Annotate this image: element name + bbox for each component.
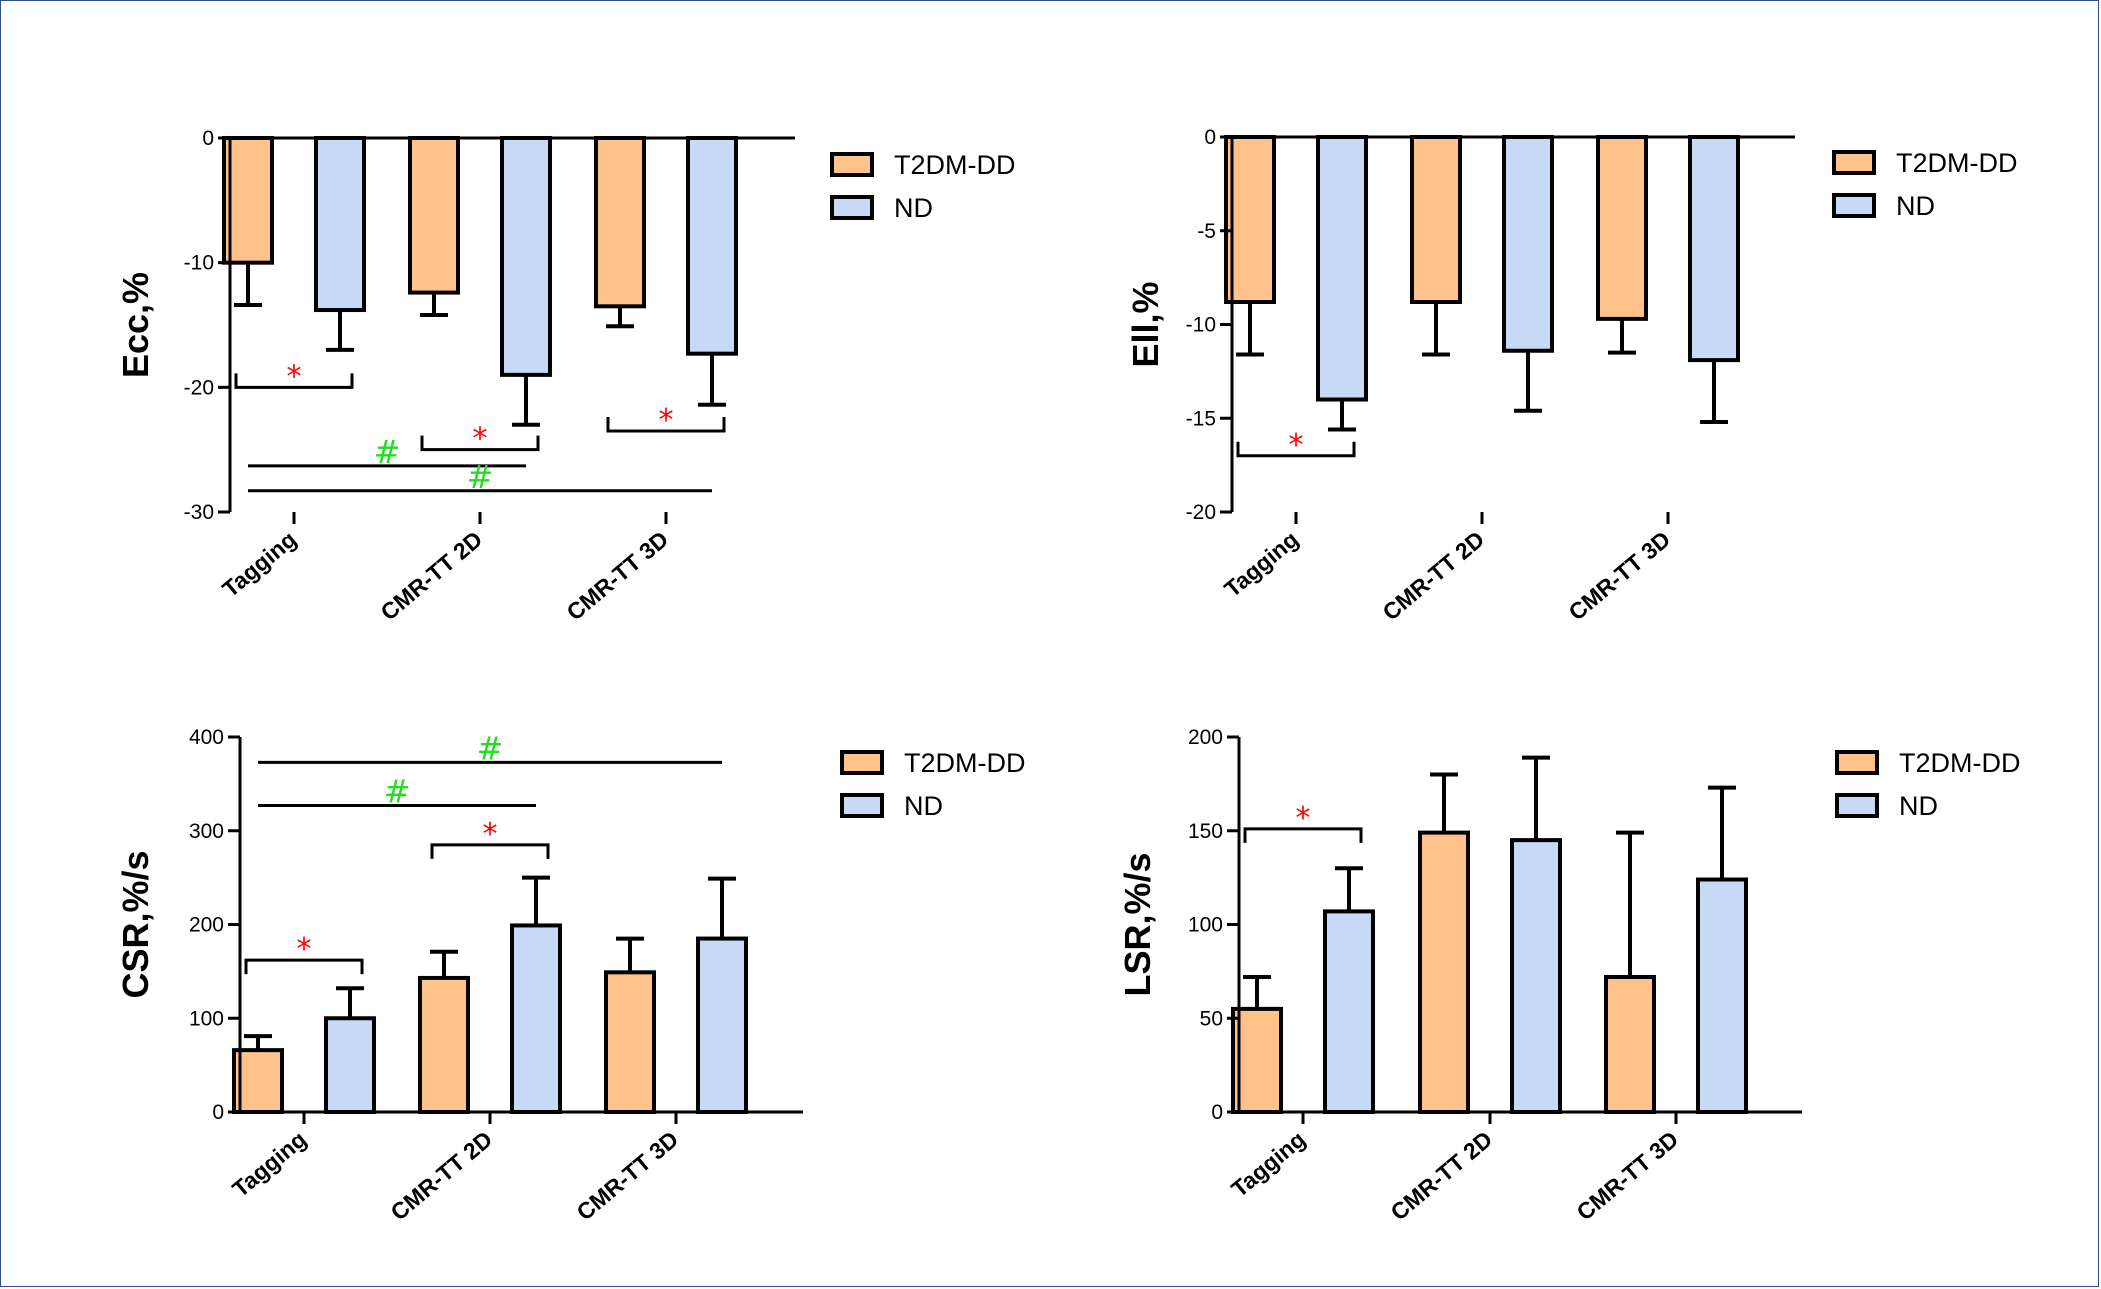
chart-panel-3: 0 100 200 300 400 Tagging CMR-TT 2D CMR-TT 3D CS… — [115, 726, 1026, 1225]
bar-t2dm-dd-cmr-tt-2d — [408, 136, 460, 295]
y-tick-label: -15 — [1186, 407, 1216, 430]
significance-bracket — [420, 435, 540, 452]
bar-t2dm-dd-cmr-tt-2d — [1410, 135, 1462, 304]
x-category-label: CMR-TT 3D — [572, 1126, 684, 1226]
significance-star: * — [483, 817, 498, 852]
y-tick-label: -10 — [184, 252, 214, 275]
significance-bracket — [1236, 441, 1356, 458]
bar-nd-cmr-tt-2d — [500, 136, 552, 377]
y-tick-label: 200 — [189, 914, 224, 937]
bar-t2dm-dd-cmr-tt-3d — [594, 136, 646, 309]
bar-t2dm-dd-cmr-tt-2d — [1418, 830, 1470, 1114]
x-category-label: CMR-TT 2D — [386, 1126, 498, 1226]
y-tick-label: 400 — [189, 726, 224, 749]
significance-hash: # — [384, 772, 411, 810]
significance-star: * — [287, 359, 302, 394]
legend-label-t2dm-dd: T2DM-DD — [1896, 148, 2018, 178]
y-tick-label: 150 — [1188, 820, 1223, 843]
y-tick-label: 0 — [212, 1101, 224, 1124]
y-tick-label: 100 — [189, 1007, 224, 1030]
bar-nd-cmr-tt-3d — [696, 936, 748, 1114]
x-category-label: CMR-TT 2D — [376, 526, 488, 626]
significance-star: * — [297, 932, 312, 967]
y-tick-label: -30 — [184, 501, 214, 524]
y-axis-title: LSR,%/s — [1117, 852, 1158, 996]
legend-swatch-nd — [1835, 793, 1879, 818]
x-category-label: CMR-TT 2D — [1378, 526, 1490, 626]
y-tick-label: 100 — [1188, 914, 1223, 937]
y-axis-title: Ell,% — [1125, 281, 1166, 367]
bar-nd-cmr-tt-3d — [1688, 135, 1740, 363]
y-tick-label: -20 — [184, 376, 214, 399]
significance-bracket — [606, 416, 726, 433]
bar-t2dm-dd-cmr-tt-2d — [418, 975, 470, 1114]
y-tick-label: 0 — [1211, 1101, 1223, 1124]
legend-swatch-t2dm-dd — [840, 750, 884, 775]
y-tick-label: 200 — [1188, 726, 1223, 749]
bar-nd-tagging — [1316, 135, 1368, 402]
significance-hash: # — [477, 729, 504, 767]
significance-bracket — [1243, 827, 1363, 843]
legend-swatch-t2dm-dd — [1835, 750, 1879, 775]
bar-nd-cmr-tt-3d — [686, 136, 738, 356]
legend-label-t2dm-dd: T2DM-DD — [904, 748, 1026, 778]
significance-bracket — [244, 958, 364, 975]
y-axis-title: Ecc,% — [115, 272, 156, 378]
bar-nd-cmr-tt-2d — [1510, 838, 1562, 1114]
legend-label-t2dm-dd: T2DM-DD — [1899, 748, 2021, 778]
legend-swatch-t2dm-dd — [830, 152, 874, 177]
x-category-label: CMR-TT 3D — [1564, 526, 1676, 626]
significance-hash: # — [467, 458, 494, 496]
bar-nd-cmr-tt-2d — [1502, 135, 1554, 353]
significance-bracket — [430, 843, 550, 859]
bar-nd-cmr-tt-3d — [1696, 877, 1748, 1114]
x-category-label: Tagging — [217, 526, 301, 602]
legend-label-nd: ND — [1899, 791, 1938, 821]
chart-panel-4: 0 50 100 150 200 Tagging CMR-TT 2D CMR-TT 3D LSR… — [1117, 726, 2021, 1225]
y-tick-label: 0 — [1204, 126, 1216, 149]
legend-label-nd: ND — [894, 193, 933, 223]
legend-label-nd: ND — [904, 791, 943, 821]
y-tick-label: 0 — [202, 127, 214, 150]
significance-star: * — [1296, 801, 1311, 836]
x-category-label: CMR-TT 2D — [1386, 1126, 1498, 1226]
bar-nd-tagging — [324, 1016, 376, 1114]
significance-star: * — [1289, 428, 1304, 463]
legend-swatch-nd — [840, 793, 884, 818]
bar-t2dm-dd-cmr-tt-3d — [1604, 975, 1656, 1114]
x-category-label: CMR-TT 3D — [1572, 1126, 1684, 1226]
x-category-label: Tagging — [1219, 526, 1303, 602]
significance-star: * — [473, 422, 488, 457]
y-axis-title: CSR,%/s — [115, 850, 156, 998]
y-tick-label: -5 — [1197, 220, 1216, 243]
legend-swatch-t2dm-dd — [1832, 150, 1876, 175]
legend-label-nd: ND — [1896, 191, 1935, 221]
bar-nd-tagging — [1323, 909, 1375, 1114]
legend-swatch-nd — [830, 195, 874, 220]
bar-t2dm-dd-tagging — [1224, 135, 1276, 304]
x-category-label: CMR-TT 3D — [562, 526, 674, 626]
x-category-label: Tagging — [1226, 1126, 1310, 1202]
y-tick-label: -10 — [1186, 314, 1216, 337]
y-tick-label: -20 — [1186, 501, 1216, 524]
significance-bracket — [234, 373, 354, 389]
y-tick-label: 300 — [189, 820, 224, 843]
significance-star: * — [659, 403, 674, 438]
bar-t2dm-dd-cmr-tt-3d — [604, 970, 656, 1114]
x-category-label: Tagging — [227, 1126, 311, 1202]
legend-label-t2dm-dd: T2DM-DD — [894, 150, 1016, 180]
y-tick-label: 50 — [1200, 1007, 1223, 1030]
legend-swatch-nd — [1832, 193, 1876, 218]
significance-hash: # — [374, 433, 401, 471]
bar-nd-tagging — [314, 136, 366, 313]
bar-t2dm-dd-cmr-tt-3d — [1596, 135, 1648, 321]
bar-nd-cmr-tt-2d — [510, 923, 562, 1114]
